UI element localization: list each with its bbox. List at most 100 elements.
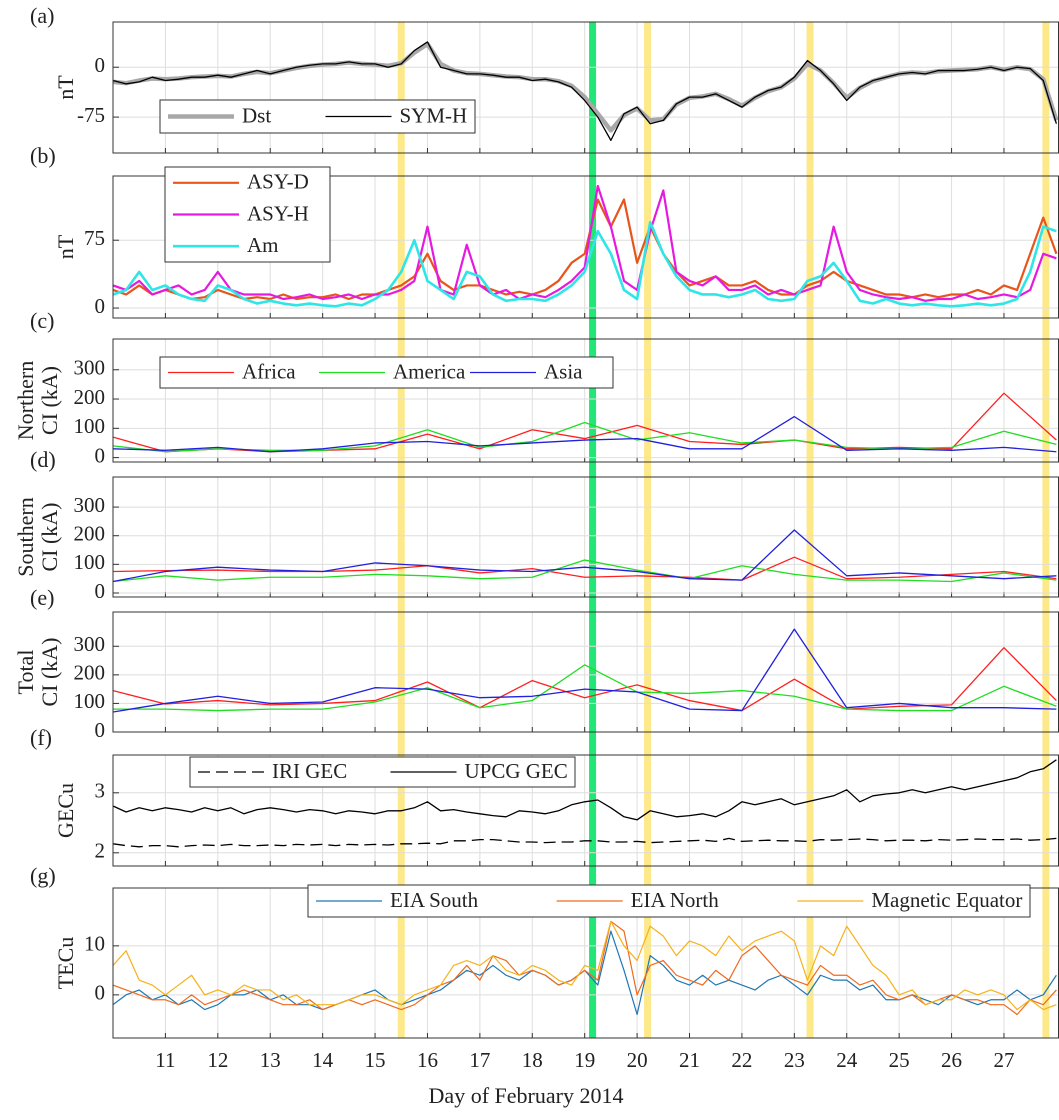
series-layer [113, 920, 1057, 1016]
y-tick-label: 200 [74, 661, 106, 685]
x-tick-label: 25 [889, 1048, 910, 1072]
y-tick-label: 0 [95, 443, 106, 467]
x-tick-label: 13 [260, 1048, 281, 1072]
series-line [113, 664, 1057, 712]
legend-label: Dst [242, 103, 271, 127]
series-layer [113, 529, 1057, 583]
y-tick-label: 10 [84, 932, 105, 956]
panel-label: (a) [30, 3, 54, 28]
legend-label: Am [247, 233, 279, 257]
y-tick-label: 300 [74, 632, 106, 656]
x-tick-label: 27 [993, 1048, 1014, 1072]
highlight-band [1042, 22, 1050, 1038]
legend-label: America [393, 359, 466, 383]
highlight-band [806, 22, 814, 1038]
x-tick-label: 24 [836, 1048, 858, 1072]
y-axis-label: Total [13, 650, 38, 695]
y-axis-label: nT [53, 234, 78, 259]
series-line [113, 556, 1057, 581]
legend-label: Africa [242, 359, 296, 383]
panel-label: (e) [30, 585, 54, 610]
panel: -75 0 (a) nT Dst SYM-H [30, 3, 1059, 154]
panel-label: (g) [30, 863, 56, 888]
series-line [113, 415, 1057, 453]
legend-label: UPCG GEC [465, 759, 568, 783]
legend: EIA South EIA North Magnetic Equator [307, 884, 1031, 918]
panels-layer: -75 0 (a) nT Dst SYM-H 0 75 (b) nT ASY-D ASY-H Am 0 10… [13, 3, 1059, 1108]
y-tick-label: 300 [74, 493, 106, 517]
x-tick-label: 17 [469, 1048, 490, 1072]
legend: Dst SYM-H [159, 99, 476, 134]
x-tick-label: 18 [522, 1048, 543, 1072]
series-layer [113, 759, 1057, 848]
series-line [113, 41, 1058, 142]
legend-label: SYM-H [400, 103, 468, 127]
y-tick-label: 0 [95, 579, 106, 603]
series-line [113, 837, 1057, 848]
x-tick-label: 19 [574, 1048, 595, 1072]
legend-label: ASY-H [247, 201, 309, 225]
y-axis-label: CI (kA) [37, 502, 62, 571]
y-tick-label: 100 [74, 414, 106, 438]
x-tick-label: 23 [784, 1048, 805, 1072]
series-line [113, 184, 1057, 302]
series-line [113, 920, 1057, 1016]
y-tick-label: 200 [74, 385, 106, 409]
y-tick-label: 75 [84, 226, 105, 250]
y-tick-label: 0 [95, 53, 106, 77]
legend: ASY-D ASY-H Am [164, 166, 331, 263]
panel-label: (b) [30, 143, 56, 168]
y-tick-label: -75 [77, 103, 105, 127]
legend-label: IRI GEC [272, 759, 347, 783]
legend-label: ASY-D [247, 170, 309, 194]
y-tick-label: 2 [95, 839, 106, 863]
x-tick-label: 26 [941, 1048, 962, 1072]
panel: 0 100 200 300 (c) Northern CI (kA) Africa Americ… [13, 308, 1059, 467]
y-tick-label: 0 [95, 718, 106, 742]
legend-label: EIA South [390, 888, 479, 912]
panel-label: (d) [30, 447, 56, 472]
y-tick-label: 0 [95, 981, 106, 1005]
x-tick-label: 12 [207, 1048, 228, 1072]
y-tick-label: 300 [74, 356, 106, 380]
legend-label: Magnetic Equator [871, 888, 1022, 912]
highlight-layer [397, 22, 1050, 1038]
series-line [113, 220, 1057, 308]
legend-box [159, 356, 614, 389]
panel-label: (c) [30, 308, 54, 333]
panel-background [113, 477, 1059, 597]
y-tick-label: 3 [95, 779, 106, 803]
y-tick-label: 200 [74, 522, 106, 546]
y-tick-label: 100 [74, 689, 106, 713]
y-axis-label: Southern [13, 497, 38, 576]
panel-label: (f) [30, 725, 52, 750]
y-axis-label: TECu [53, 937, 78, 990]
series-line [113, 628, 1057, 713]
highlight-band [644, 22, 652, 1038]
y-axis-label: nT [53, 75, 78, 100]
series-line [113, 529, 1057, 583]
legend-label: Asia [544, 359, 583, 383]
y-tick-label: 0 [95, 294, 106, 318]
y-axis-label: GECu [53, 783, 78, 838]
x-tick-label: 22 [731, 1048, 752, 1072]
legend: IRI GEC UPCG GEC [189, 756, 576, 788]
series-layer [113, 628, 1057, 713]
panel-background [113, 612, 1059, 732]
x-tick-label: 21 [679, 1048, 700, 1072]
panel: 0 100 200 300 (d) Southern CI (kA) [13, 447, 1059, 603]
x-tick-label: 14 [312, 1048, 334, 1072]
legend: Africa America Asia [159, 356, 614, 389]
x-tick-label: 20 [627, 1048, 648, 1072]
highlight-band [397, 22, 405, 1038]
series-line [113, 759, 1057, 821]
x-axis-label: Day of February 2014 [429, 1083, 624, 1108]
series-layer [113, 41, 1059, 142]
series-line [113, 198, 1058, 301]
y-axis-label: CI (kA) [37, 637, 62, 706]
series-line [113, 920, 1057, 1011]
series-line [113, 559, 1057, 583]
x-tick-label: 16 [417, 1048, 438, 1072]
highlight-band [589, 22, 597, 1038]
